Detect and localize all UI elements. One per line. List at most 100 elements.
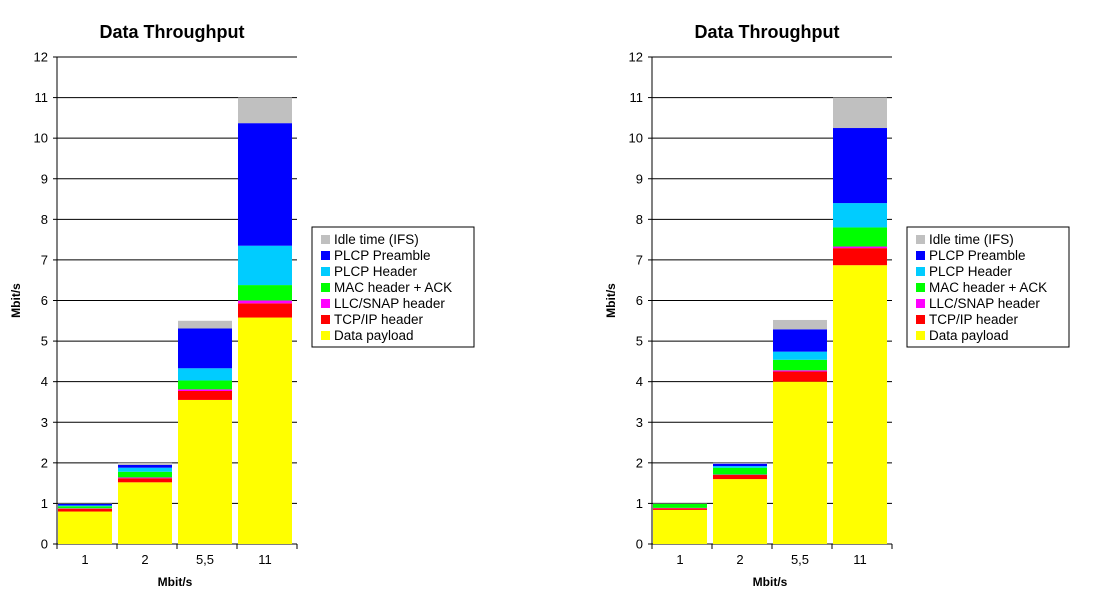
chart-title: Data Throughput [695, 22, 840, 42]
bar-segment-tcp-ip-header [238, 303, 292, 318]
bar-segment-plcp-preamble [238, 123, 292, 246]
y-tick-label: 11 [35, 90, 49, 105]
legend-item: PLCP Preamble [929, 248, 1026, 263]
y-tick-label: 11 [630, 90, 644, 105]
legend-swatch [916, 299, 925, 308]
chart-title: Data Throughput [100, 22, 245, 42]
bar-segment-llc-snap-header [118, 477, 172, 479]
bar-segment-tcp-ip-header [118, 478, 172, 483]
bar-segment-plcp-preamble [58, 503, 112, 506]
y-tick-label: 5 [636, 334, 643, 349]
y-tick-label: 6 [636, 293, 643, 308]
bar-segment-tcp-ip-header [833, 248, 887, 266]
bar-segment-plcp-preamble [178, 328, 232, 369]
legend-item: TCP/IP header [334, 312, 424, 327]
bar-segment-plcp-header [178, 368, 232, 381]
legend-swatch [916, 315, 925, 324]
bar-segment-tcp-ip-header [58, 508, 112, 512]
bar-segment-idle-time-ifs- [118, 462, 172, 465]
bar-segment-plcp-preamble [118, 464, 172, 468]
bar-segment-data-payload [833, 265, 887, 544]
bar-segment-idle-time-ifs- [713, 462, 767, 464]
bar-segment-data-payload [118, 482, 172, 544]
y-tick-label: 9 [41, 171, 48, 186]
y-tick-label: 3 [41, 415, 48, 430]
legend-item: Data payload [334, 328, 414, 343]
bar-segment-mac-header-ack [833, 227, 887, 247]
bar-segment-data-payload [773, 381, 827, 544]
y-tick-label: 1 [41, 496, 48, 511]
bar-segment-data-payload [58, 511, 112, 544]
y-tick-label: 8 [636, 212, 643, 227]
bar-segment-mac-header-ack [713, 467, 767, 475]
bar-segment-idle-time-ifs- [238, 97, 292, 124]
y-tick-label: 4 [636, 374, 643, 389]
y-tick-label: 12 [34, 50, 48, 65]
bar-segment-llc-snap-header [238, 300, 292, 304]
bar-segment-mac-header-ack [238, 285, 292, 301]
bar-segment-mac-header-ack [653, 503, 707, 508]
x-tick-label: 2 [141, 552, 148, 567]
legend-swatch [321, 235, 330, 244]
y-tick-label: 0 [636, 537, 643, 552]
y-tick-label: 5 [41, 334, 48, 349]
legend-item: Idle time (IFS) [929, 232, 1014, 247]
y-tick-label: 2 [636, 455, 643, 470]
legend-swatch [321, 283, 330, 292]
y-axis-label: Mbit/s [9, 283, 23, 318]
legend-item: MAC header + ACK [334, 280, 452, 295]
y-tick-label: 10 [34, 131, 48, 146]
y-tick-label: 7 [41, 252, 48, 267]
bar-segment-tcp-ip-header [178, 391, 232, 400]
legend-item: PLCP Header [929, 264, 1013, 279]
y-tick-label: 0 [41, 537, 48, 552]
legend-item: LLC/SNAP header [929, 296, 1040, 311]
x-tick-label: 5,5 [791, 552, 809, 567]
y-tick-label: 3 [636, 415, 643, 430]
legend-swatch [321, 331, 330, 340]
y-tick-label: 9 [636, 171, 643, 186]
bar-segment-llc-snap-header [178, 389, 232, 392]
y-tick-label: 12 [629, 50, 643, 65]
bar-segment-mac-header-ack [773, 359, 827, 371]
bar-segment-data-payload [713, 479, 767, 544]
bar-segment-mac-header-ack [58, 506, 112, 509]
y-tick-label: 8 [41, 212, 48, 227]
legend-swatch [916, 235, 925, 244]
bar-segment-idle-time-ifs- [773, 319, 827, 330]
legend-item: Data payload [929, 328, 1009, 343]
legend-box [906, 226, 1070, 348]
bar-segment-plcp-header [118, 467, 172, 472]
bar-segment-idle-time-ifs- [178, 320, 232, 329]
bar-segment-plcp-preamble [833, 128, 887, 204]
x-tick-label: 11 [853, 552, 867, 567]
bar-segment-tcp-ip-header [773, 371, 827, 382]
x-tick-label: 2 [736, 552, 743, 567]
legend-swatch [916, 251, 925, 260]
bar-segment-llc-snap-header [773, 370, 827, 372]
legend-item: Idle time (IFS) [334, 232, 419, 247]
y-tick-label: 2 [41, 455, 48, 470]
legend-box [311, 226, 475, 348]
bar-segment-mac-header-ack [178, 380, 232, 390]
legend-item: PLCP Preamble [334, 248, 431, 263]
legend-swatch [916, 267, 925, 276]
legend-item: LLC/SNAP header [334, 296, 445, 311]
x-tick-label: 1 [81, 552, 88, 567]
y-tick-label: 6 [41, 293, 48, 308]
legend-swatch [321, 251, 330, 260]
bar-segment-plcp-header [713, 466, 767, 468]
y-axis-label: Mbit/s [604, 283, 618, 318]
legend-swatch [321, 299, 330, 308]
legend-swatch [321, 267, 330, 276]
bar-segment-llc-snap-header [833, 246, 887, 249]
bar-segment-data-payload [178, 399, 232, 544]
bar-segment-plcp-header [238, 245, 292, 286]
x-tick-label: 11 [258, 552, 272, 567]
bar-segment-plcp-header [773, 351, 827, 360]
